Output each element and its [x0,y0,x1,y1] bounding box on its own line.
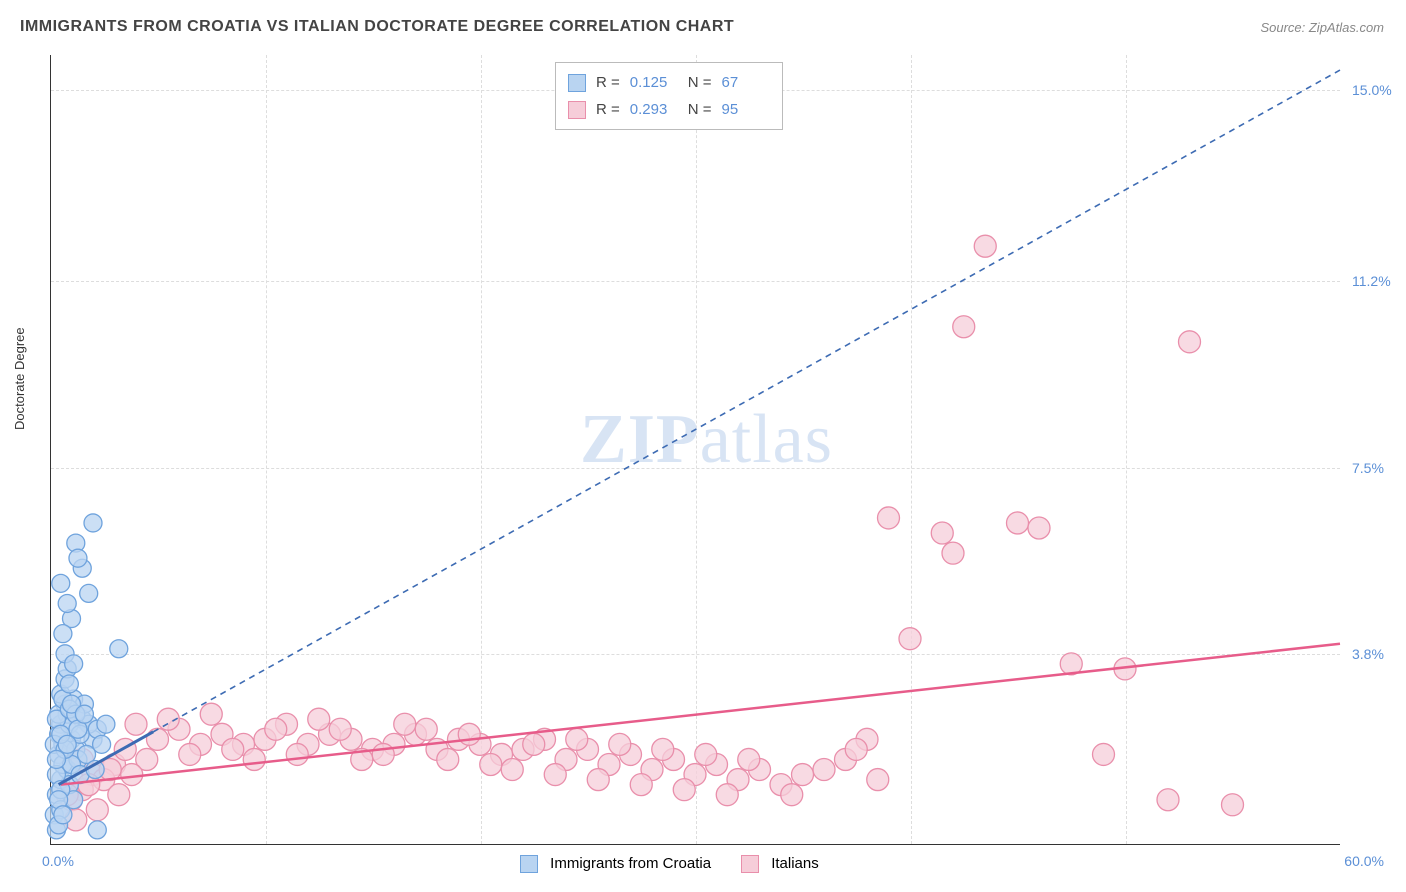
scatter-point-italians [587,769,609,791]
scatter-point-croatia [52,574,70,592]
n-label: N = [688,69,712,96]
scatter-point-italians [125,713,147,735]
legend-item-italians: Italians [741,855,819,873]
scatter-point-italians [652,738,674,760]
scatter-point-croatia [58,594,76,612]
scatter-point-italians [792,764,814,786]
scatter-point-croatia [54,625,72,643]
scatter-point-italians [501,759,523,781]
scatter-point-croatia [69,549,87,567]
scatter-point-italians [673,779,695,801]
scatter-point-croatia [88,821,106,839]
swatch-italians [568,101,586,119]
scatter-point-italians [953,316,975,338]
scatter-point-italians [1093,743,1115,765]
scatter-point-italians [1222,794,1244,816]
r-label: R = [596,69,620,96]
scatter-point-italians [437,748,459,770]
scatter-point-croatia [84,514,102,532]
legend-label-croatia: Immigrants from Croatia [550,855,711,872]
scatter-point-italians [415,718,437,740]
scatter-point-croatia [75,705,93,723]
scatter-point-italians [222,738,244,760]
scatter-point-croatia [110,640,128,658]
scatter-point-italians [458,723,480,745]
scatter-point-croatia [60,675,78,693]
y-tick-label: 11.2% [1352,273,1391,289]
scatter-point-italians [845,738,867,760]
scatter-point-croatia [97,715,115,733]
scatter-point-italians [781,784,803,806]
scatter-point-croatia [58,735,76,753]
r-label: R = [596,96,620,123]
stats-legend: R = 0.125 N = 67 R = 0.293 N = 95 [555,62,783,130]
scatter-point-italians [1179,331,1201,353]
n-value-croatia: 67 [722,69,770,96]
scatter-point-italians [308,708,330,730]
scatter-point-italians [931,522,953,544]
scatter-point-italians [1028,517,1050,539]
scatter-point-croatia [65,655,83,673]
scatter-point-italians [878,507,900,529]
scatter-point-italians [716,784,738,806]
scatter-point-italians [286,743,308,765]
scatter-point-italians [1157,789,1179,811]
scatter-point-italians [609,733,631,755]
trend-line-croatia-dashed [153,70,1340,732]
scatter-chart [50,55,1340,845]
scatter-point-italians [108,784,130,806]
scatter-point-italians [974,235,996,257]
scatter-point-italians [566,728,588,750]
scatter-point-italians [544,764,566,786]
y-tick-label: 3.8% [1352,646,1384,662]
scatter-point-italians [813,759,835,781]
scatter-point-italians [200,703,222,725]
scatter-point-italians [695,743,717,765]
swatch-croatia [520,855,538,873]
scatter-point-croatia [54,806,72,824]
scatter-point-italians [942,542,964,564]
chart-title: IMMIGRANTS FROM CROATIA VS ITALIAN DOCTO… [20,18,734,36]
scatter-point-italians [243,748,265,770]
scatter-point-italians [121,764,143,786]
swatch-italians [741,855,759,873]
scatter-point-italians [899,628,921,650]
r-value-italians: 0.293 [630,96,678,123]
swatch-croatia [568,74,586,92]
x-origin-label: 0.0% [42,853,74,869]
scatter-point-italians [179,743,201,765]
scatter-point-italians [265,718,287,740]
scatter-point-croatia [47,750,65,768]
scatter-point-italians [630,774,652,796]
scatter-point-italians [394,713,416,735]
legend-item-croatia: Immigrants from Croatia [520,855,711,873]
y-tick-label: 15.0% [1352,82,1392,98]
bottom-legend: Immigrants from Croatia Italians [520,855,819,873]
y-axis-label: Doctorate Degree [12,327,27,430]
y-tick-label: 7.5% [1352,460,1384,476]
scatter-point-italians [147,728,169,750]
r-value-croatia: 0.125 [630,69,678,96]
stats-row-italians: R = 0.293 N = 95 [568,96,770,123]
scatter-point-italians [86,799,108,821]
legend-label-italians: Italians [771,855,819,872]
scatter-point-italians [867,769,889,791]
scatter-point-italians [372,743,394,765]
scatter-point-italians [329,718,351,740]
x-max-label: 60.0% [1344,853,1384,869]
scatter-point-italians [738,748,760,770]
n-value-italians: 95 [722,96,770,123]
scatter-point-italians [523,733,545,755]
scatter-point-italians [1007,512,1029,534]
n-label: N = [688,96,712,123]
stats-row-croatia: R = 0.125 N = 67 [568,69,770,96]
source-attribution: Source: ZipAtlas.com [1260,20,1384,35]
scatter-point-italians [480,753,502,775]
scatter-point-croatia [80,584,98,602]
scatter-point-croatia [93,735,111,753]
